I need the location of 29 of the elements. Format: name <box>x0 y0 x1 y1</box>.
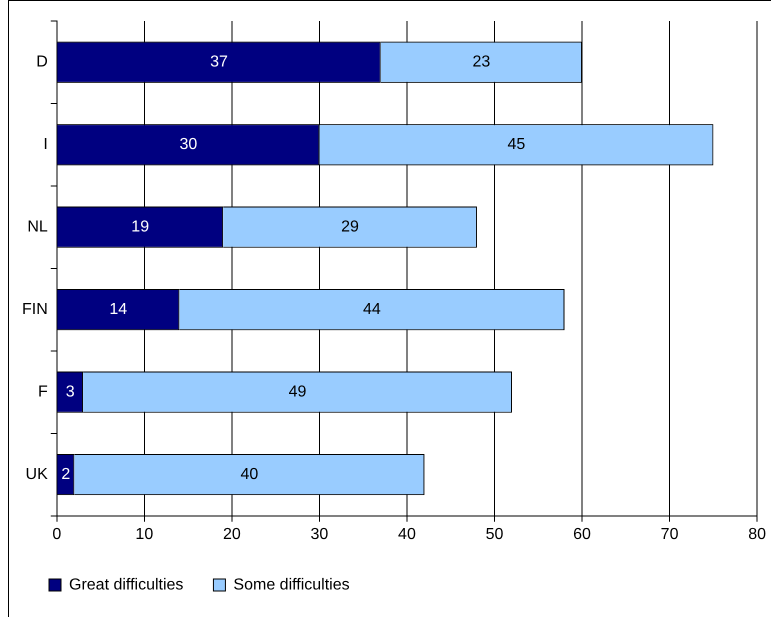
legend-label: Some difficulties <box>233 576 350 594</box>
y-tick-label: NL <box>27 218 48 236</box>
data-label: 2 <box>61 466 70 483</box>
y-tick-label: F <box>38 384 48 401</box>
data-label: 37 <box>210 54 228 71</box>
x-tick-label: 60 <box>573 526 592 543</box>
y-tick-label: FIN <box>22 301 48 318</box>
x-tick-label: 50 <box>486 526 504 543</box>
data-label: 30 <box>179 136 198 154</box>
y-tick-label: I <box>43 136 48 154</box>
data-label: 19 <box>131 218 150 236</box>
y-tick-label: UK <box>26 466 48 483</box>
y-tick-label: D <box>36 54 48 71</box>
x-tick-label: 70 <box>660 526 679 543</box>
x-tick-label: 0 <box>52 526 62 543</box>
x-tick-label: 10 <box>135 526 154 543</box>
x-tick-label: 80 <box>748 526 766 543</box>
data-label: 49 <box>288 384 307 401</box>
data-label: 23 <box>472 54 490 71</box>
data-label: 3 <box>66 384 75 401</box>
data-label: 44 <box>363 301 381 318</box>
legend-label: Great difficulties <box>69 576 184 594</box>
data-label: 40 <box>240 466 258 483</box>
data-label: 29 <box>341 218 360 236</box>
x-tick-label: 40 <box>398 526 416 543</box>
data-label: 45 <box>507 136 526 154</box>
data-label: 14 <box>109 301 128 318</box>
x-tick-label: 20 <box>222 526 241 543</box>
x-tick-label: 30 <box>310 526 328 543</box>
